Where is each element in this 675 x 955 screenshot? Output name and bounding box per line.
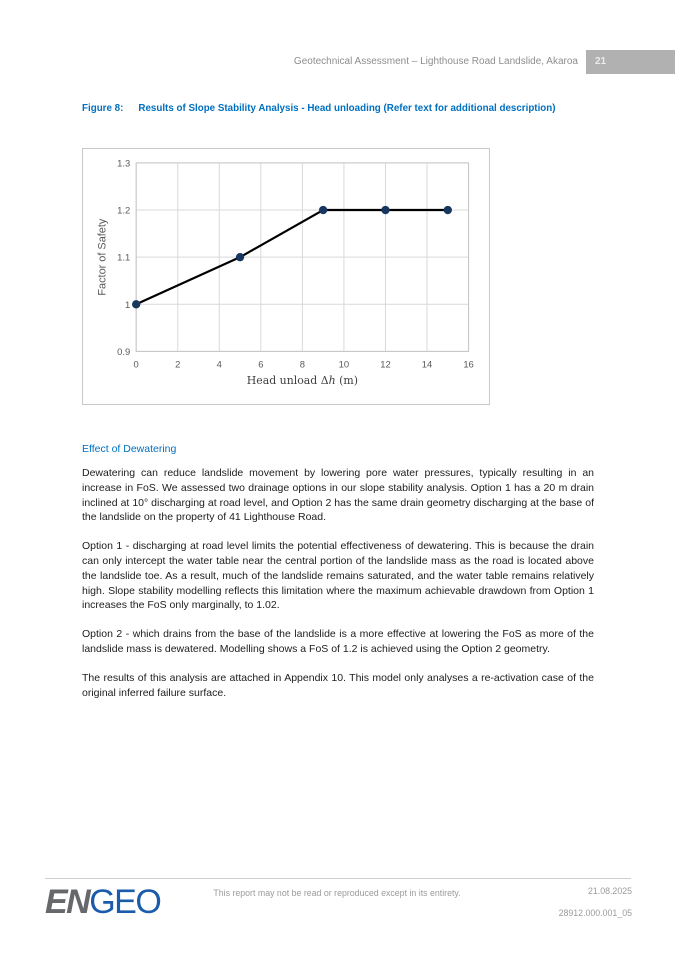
body-section: Effect of Dewatering Dewatering can redu…: [82, 443, 594, 714]
svg-text:0.9: 0.9: [117, 346, 130, 357]
figure-label: Figure 8:: [82, 103, 124, 114]
section-heading: Effect of Dewatering: [82, 443, 177, 455]
fos-chart-frame: 0 2 4 6 8 10 12 14 16 0.9 1 1.1 1.2 1.3 Head unload Δh…: [82, 148, 490, 405]
svg-text:14: 14: [422, 358, 432, 369]
paragraph-results: The results of this analysis are attache…: [82, 671, 594, 699]
paragraph-option-2: Option 2 - which drains from the base of…: [82, 628, 594, 655]
figure-caption: Figure 8: Results of Slope Stability Ana…: [82, 103, 556, 114]
svg-text:2: 2: [175, 358, 180, 369]
footer-disclaimer: This report may not be read or reproduce…: [213, 888, 461, 898]
logo-text-geo: GEO: [89, 883, 162, 921]
page-number-badge: 21: [586, 50, 675, 74]
svg-text:Head unload Δh (m): Head unload Δh (m): [247, 374, 358, 387]
svg-text:16: 16: [463, 358, 473, 369]
svg-text:6: 6: [258, 358, 263, 369]
svg-text:Factor of Safety: Factor of Safety: [96, 218, 108, 296]
svg-text:12: 12: [380, 358, 390, 369]
svg-text:0: 0: [134, 358, 139, 369]
svg-text:1.1: 1.1: [117, 252, 130, 263]
paragraph-option-1: Option 1 - discharging at road level lim…: [82, 540, 594, 612]
figure-caption-text: Results of Slope Stability Analysis - He…: [138, 103, 556, 114]
engeo-logo: ENGEO: [45, 883, 162, 921]
svg-text:1.3: 1.3: [117, 157, 130, 168]
svg-text:4: 4: [217, 358, 222, 369]
svg-text:8: 8: [300, 358, 305, 369]
svg-text:10: 10: [339, 358, 349, 369]
fos-line-chart: 0 2 4 6 8 10 12 14 16 0.9 1 1.1 1.2 1.3 Head unload Δh…: [96, 157, 473, 387]
paragraph-dewatering-intro: Dewatering can reduce landslide movement…: [82, 467, 594, 524]
logo-text-en: EN: [45, 883, 91, 921]
header-title: Geotechnical Assessment – Lighthouse Roa…: [293, 56, 578, 67]
footer-doc-number: 28912.000.001_05: [558, 908, 632, 918]
svg-text:1.2: 1.2: [117, 204, 130, 215]
footer-date: 21.08.2025: [587, 886, 632, 896]
footer-divider: [45, 878, 631, 879]
svg-text:1: 1: [125, 299, 130, 310]
